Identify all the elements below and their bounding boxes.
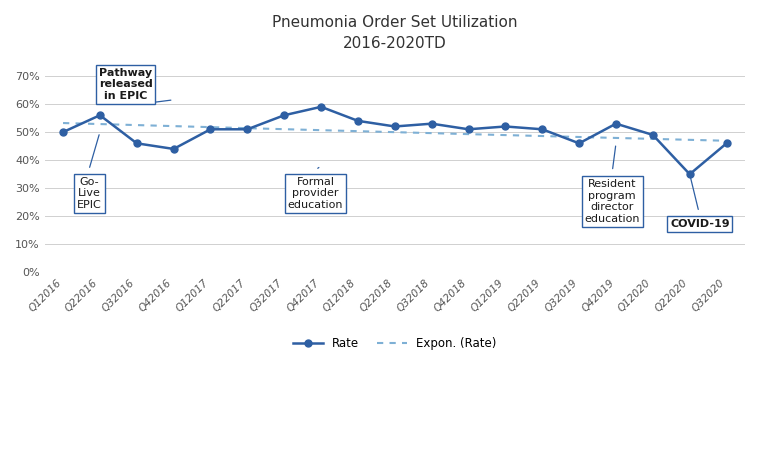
Text: Pathway
released
in EPIC: Pathway released in EPIC — [99, 68, 153, 101]
Rate — [575, 141, 584, 146]
Expon. (Rate) — [722, 138, 731, 143]
Rate — [464, 126, 473, 132]
Rate — [648, 132, 657, 138]
Title: Pneumonia Order Set Utilization
2016-2020TD: Pneumonia Order Set Utilization 2016-202… — [272, 15, 518, 51]
Rate — [427, 121, 436, 126]
Rate — [316, 104, 325, 110]
Rate — [390, 124, 399, 129]
Rate — [612, 121, 621, 126]
Expon. (Rate) — [59, 120, 68, 126]
Expon. (Rate) — [454, 131, 463, 137]
Rate — [59, 129, 68, 135]
Expon. (Rate) — [618, 135, 627, 141]
Expon. (Rate) — [464, 131, 473, 137]
Rate — [242, 126, 252, 132]
Rate — [686, 171, 695, 177]
Rate — [353, 118, 363, 124]
Rate — [722, 141, 731, 146]
Expon. (Rate) — [451, 131, 461, 136]
Text: Formal
provider
education: Formal provider education — [288, 177, 344, 210]
Legend: Rate, Expon. (Rate): Rate, Expon. (Rate) — [289, 333, 501, 355]
Text: COVID-19: COVID-19 — [670, 219, 730, 229]
Line: Rate: Rate — [59, 103, 730, 177]
Rate — [537, 126, 546, 132]
Rate — [501, 124, 510, 129]
Rate — [132, 141, 141, 146]
Rate — [169, 146, 178, 152]
Rate — [206, 126, 215, 132]
Rate — [280, 112, 289, 118]
Text: Go-
Live
EPIC: Go- Live EPIC — [78, 177, 102, 210]
Text: Resident
program
director
education: Resident program director education — [584, 179, 640, 224]
Line: Expon. (Rate): Expon. (Rate) — [63, 123, 727, 141]
Rate — [95, 112, 104, 118]
Expon. (Rate) — [61, 120, 70, 126]
Expon. (Rate) — [660, 136, 669, 142]
